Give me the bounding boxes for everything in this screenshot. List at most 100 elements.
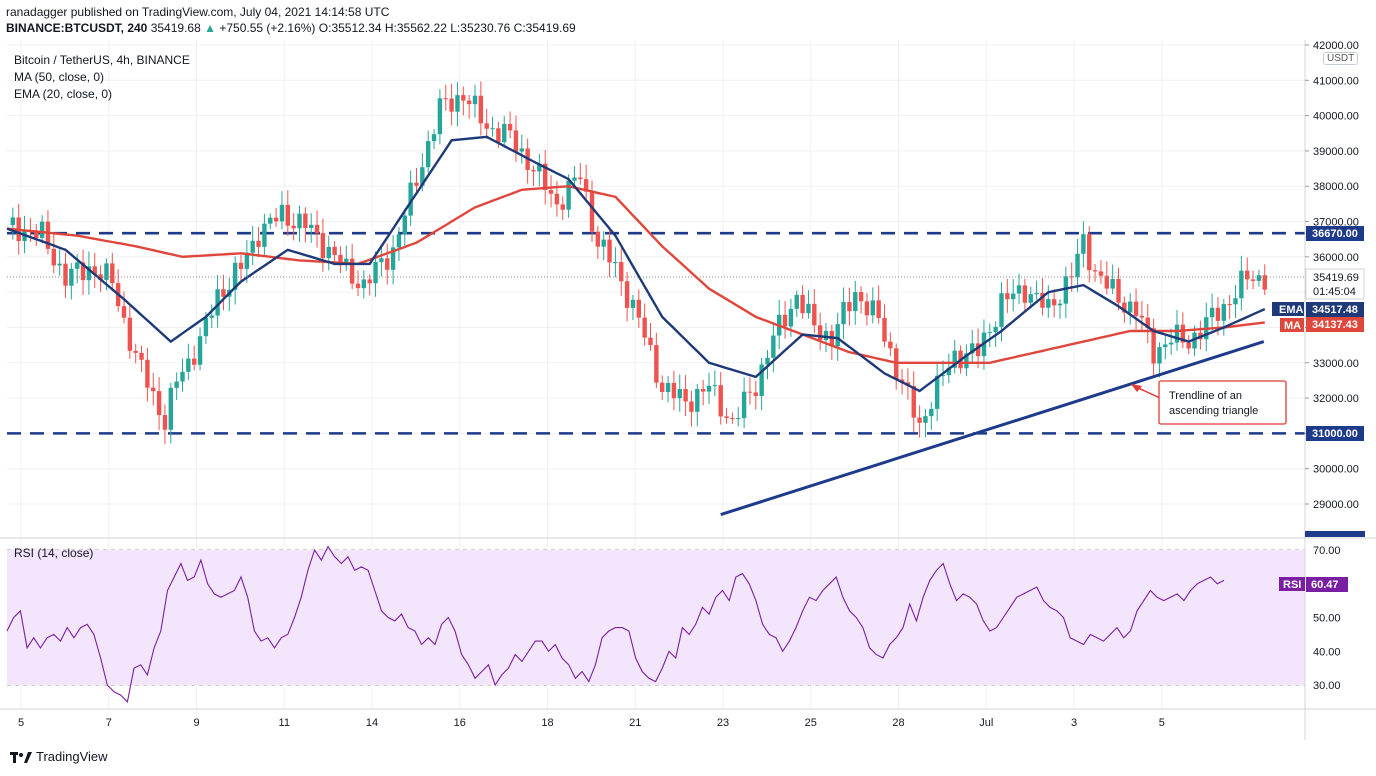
time-axis-label: 28: [892, 717, 904, 729]
price-axis-label: 39000.00: [1313, 146, 1359, 158]
candle-body: [121, 306, 127, 318]
candle-body: [1104, 275, 1109, 289]
time-axis[interactable]: 5 7 9 11 14 16 18 21 23 25 28 Jul 3 5: [18, 717, 1165, 729]
candle-body: [806, 303, 811, 314]
candle-body: [812, 303, 817, 326]
last-price: 35419.68: [150, 21, 201, 35]
tradingview-brand[interactable]: TradingView: [10, 749, 108, 764]
candle-body: [1145, 317, 1150, 329]
time-axis-label: 5: [18, 717, 24, 729]
candle-body: [466, 100, 472, 105]
candle-body: [583, 179, 589, 192]
price-axis-label: 30000.00: [1313, 464, 1359, 476]
rsi-axis-label: 30.00: [1313, 680, 1341, 692]
candle-body: [133, 350, 138, 353]
candle-body: [1046, 299, 1051, 308]
symbol: BINANCE:BTCUSDT, 240: [6, 21, 148, 35]
candle-body: [987, 332, 992, 334]
candle-body: [1081, 234, 1086, 254]
candle-body: [268, 217, 273, 224]
candle-body: [1186, 342, 1191, 349]
rsi-tag: 60.47: [1311, 579, 1339, 591]
candle-body: [882, 317, 887, 342]
author-line: ranadagger published on TradingView.com,…: [6, 5, 390, 19]
candle-body: [858, 292, 864, 302]
candle-body: [151, 387, 156, 392]
countdown-tag: 01:45:04: [1313, 286, 1356, 298]
candle-body: [519, 148, 524, 152]
candle-body: [426, 141, 431, 168]
candle-body: [156, 391, 162, 416]
scroll-marker: [1305, 531, 1365, 537]
candle-body: [39, 221, 45, 238]
candle-body: [145, 359, 150, 388]
legend-ma[interactable]: MA (50, close, 0): [14, 70, 105, 84]
currency-badge[interactable]: USDT: [1323, 52, 1359, 65]
candle-body: [1256, 275, 1262, 281]
candle-body: [127, 317, 133, 351]
candle-body: [75, 262, 80, 269]
candle-body: [221, 289, 226, 297]
open-value: 35512.34: [331, 21, 382, 35]
candle-body: [472, 95, 478, 105]
candle-body: [1227, 304, 1232, 306]
candle-body: [396, 234, 402, 248]
candle-body: [975, 343, 981, 357]
candle-body: [57, 263, 62, 266]
candle-body: [548, 190, 554, 194]
candle-body: [531, 169, 536, 172]
candle-body: [45, 221, 51, 249]
candle-body: [502, 123, 507, 143]
candle-body: [174, 381, 179, 388]
candle-body: [835, 324, 840, 347]
legend-ema[interactable]: EMA (20, close, 0): [14, 87, 113, 101]
candle-body: [794, 294, 799, 309]
candle-body: [595, 231, 601, 247]
candle-body: [344, 258, 349, 266]
time-axis-label: 5: [1159, 717, 1165, 729]
rsi-axis[interactable]: 70.00 50.00 40.00 30.00: [1313, 545, 1341, 692]
annotation-line-2: ascending triangle: [1169, 405, 1258, 417]
candle-body: [648, 337, 653, 346]
candle-body: [197, 336, 203, 365]
brand-name: TradingView: [36, 749, 108, 764]
candle-body: [1022, 285, 1028, 303]
candle-body: [660, 382, 665, 392]
time-axis-label: 18: [541, 717, 553, 729]
candle-body: [554, 193, 560, 205]
price-tags: 36670.00 31000.00 35419.69 01:45:04 EMA …: [1272, 226, 1365, 592]
candle-body: [654, 345, 659, 383]
candle-body: [513, 130, 519, 152]
candle-body: [86, 266, 92, 281]
price-axis-label: 41000.00: [1313, 75, 1359, 87]
support-tag: 31000.00: [1312, 428, 1358, 440]
candle-body: [642, 317, 647, 338]
candle-body: [309, 224, 314, 228]
candle-body: [285, 204, 290, 226]
candle-body: [817, 325, 823, 341]
candle-body: [1239, 270, 1244, 299]
candles: [10, 81, 1267, 445]
candle-body: [1040, 292, 1045, 308]
horizontal-levels: [7, 231, 1305, 435]
candle-body: [636, 299, 641, 318]
candle-body: [934, 375, 940, 409]
time-axis-label: 23: [717, 717, 729, 729]
candle-body: [238, 262, 244, 269]
candle-body: [110, 263, 115, 284]
time-axis-label: 14: [366, 717, 378, 729]
ma-line: [6, 184, 1265, 364]
candle-body: [864, 301, 870, 316]
candle-body: [917, 417, 922, 423]
legend-rsi[interactable]: RSI (14, close): [14, 546, 94, 560]
ema-tag-label: EMA: [1279, 304, 1304, 316]
candle-body: [408, 182, 413, 216]
ema-tag: 34517.48: [1312, 304, 1358, 316]
candle-body: [695, 388, 700, 412]
candle-body: [736, 418, 741, 420]
candle-body: [601, 239, 606, 247]
candle-body: [1245, 270, 1250, 280]
candle-body: [560, 204, 565, 210]
candle-body: [624, 281, 630, 308]
